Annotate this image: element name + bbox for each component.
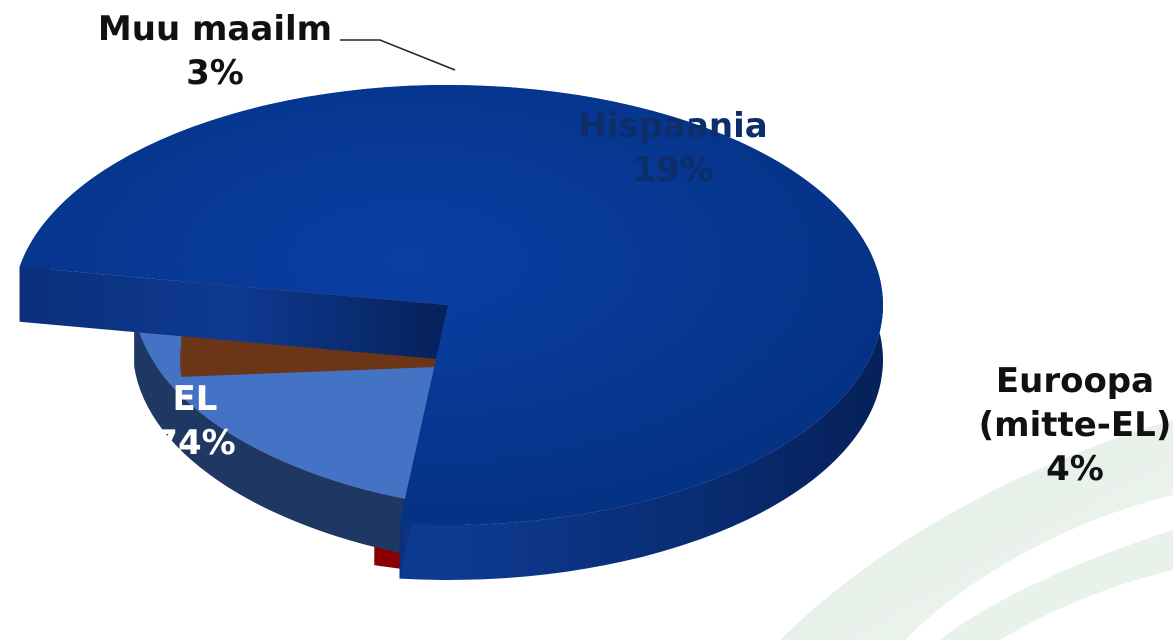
slice-name-label: Hispaania — [578, 106, 767, 146]
slice-label-euro: Euroopa (mitte-EL) 4% — [979, 361, 1172, 489]
background-decoration — [780, 420, 1173, 640]
slice-label-el: EL 74% — [154, 379, 235, 463]
pie-slice-el — [19, 84, 883, 526]
slice-name-label: EL — [173, 379, 218, 419]
pie-slice-wall-el — [19, 266, 448, 360]
pie-slice-side-hisp — [134, 311, 440, 561]
slice-value-label: 74% — [154, 423, 235, 463]
slice-name-label: (mitte-EL) — [979, 405, 1172, 445]
slice-label-hisp: Hispaania 19% — [578, 106, 767, 190]
leader-line-muu — [340, 39, 456, 71]
slice-name-label: Muu maailm — [98, 9, 332, 49]
slice-value-label: 3% — [186, 53, 244, 93]
slice-value-label: 4% — [1046, 449, 1104, 489]
slice-name-label: Euroopa — [996, 361, 1154, 401]
slice-value-label: 19% — [632, 150, 713, 190]
slice-label-muu: Muu maailm 3% — [98, 9, 332, 93]
